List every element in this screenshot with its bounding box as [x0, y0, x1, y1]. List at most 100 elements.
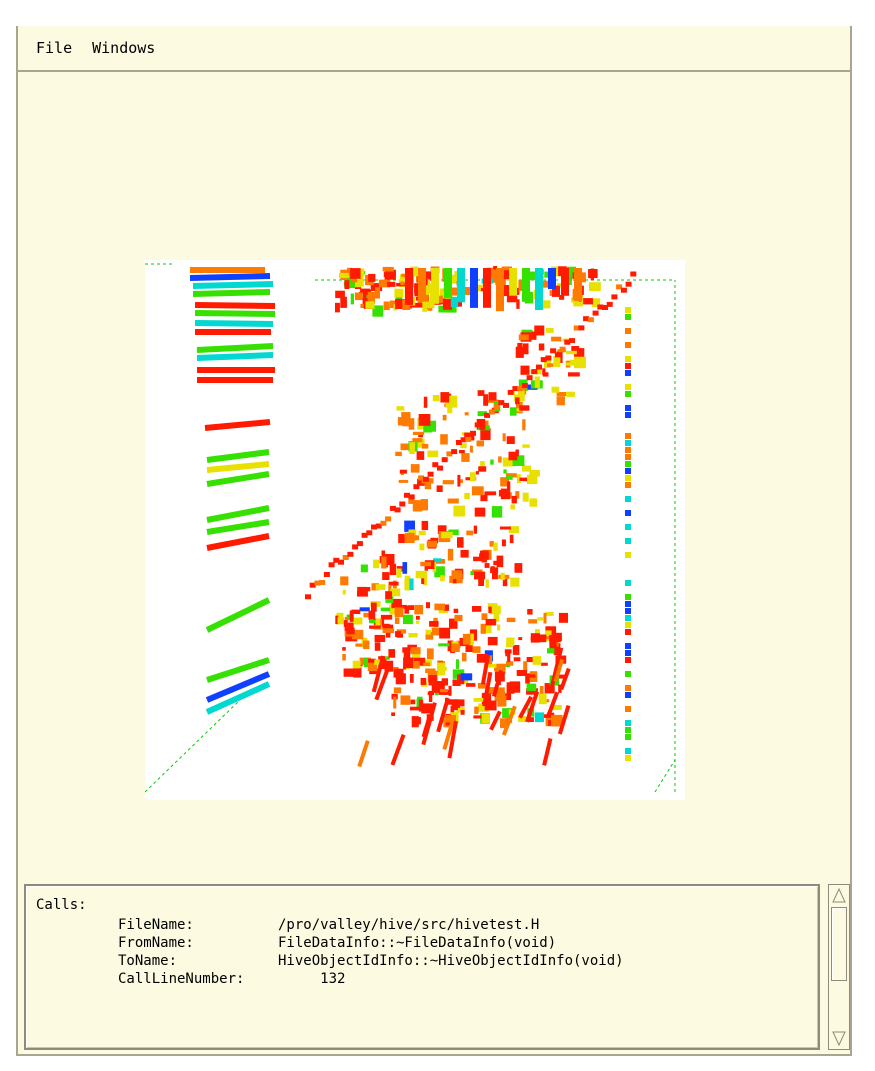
column-bar	[574, 268, 582, 301]
call-block	[506, 436, 515, 444]
call-block	[466, 683, 476, 687]
strip-block	[625, 748, 631, 754]
call-block	[464, 492, 470, 500]
call-block	[550, 714, 563, 727]
call-block	[503, 693, 512, 701]
call-block	[448, 685, 452, 696]
call-block	[415, 570, 427, 579]
call-block	[457, 537, 464, 548]
down-arrow-icon[interactable]	[831, 1029, 847, 1047]
column-bar	[431, 268, 439, 304]
call-block	[396, 406, 405, 411]
call-block	[360, 303, 365, 308]
call-block	[398, 534, 405, 544]
call-path-segment	[503, 402, 509, 408]
call-block	[396, 568, 402, 578]
call-block	[382, 628, 395, 634]
call-stroke	[559, 667, 571, 691]
call-block	[427, 691, 435, 696]
info-scrollbar[interactable]	[828, 884, 850, 1050]
call-block	[589, 282, 601, 291]
call-block	[460, 710, 465, 715]
call-block	[509, 534, 514, 544]
call-block	[500, 477, 509, 487]
call-block	[481, 557, 487, 563]
call-block	[417, 696, 423, 702]
strip-block	[625, 356, 631, 362]
up-arrow-icon[interactable]	[831, 887, 847, 905]
call-block	[433, 558, 442, 563]
info-row-filename: FileName: /pro/valley/hive/src/hivetest.…	[36, 916, 818, 934]
info-panel: Calls: FileName: /pro/valley/hive/src/hi…	[24, 884, 820, 1050]
call-block	[539, 280, 552, 288]
info-row-fromname: FromName: FileDataInfo::~FileDataInfo(vo…	[36, 934, 818, 952]
call-graph-3d-view[interactable]	[145, 260, 685, 800]
call-block	[404, 578, 410, 591]
scrollbar-thumb[interactable]	[831, 907, 847, 981]
call-path-segment	[470, 430, 476, 436]
call-block	[394, 288, 404, 298]
call-block	[442, 414, 447, 421]
call-block	[383, 301, 390, 311]
call-path-segment	[413, 484, 420, 490]
call-block	[526, 688, 538, 695]
call-block	[476, 419, 486, 430]
call-path-segment	[305, 594, 311, 600]
call-block	[464, 432, 475, 441]
call-block	[440, 689, 448, 693]
menu-file[interactable]: File	[36, 39, 73, 57]
call-block	[385, 656, 390, 660]
call-block	[481, 713, 490, 724]
call-block	[420, 561, 431, 567]
call-block	[400, 695, 411, 705]
call-block	[418, 530, 426, 536]
call-block	[537, 634, 547, 643]
call-block	[544, 357, 551, 368]
call-block	[417, 478, 425, 486]
call-block	[527, 717, 534, 722]
call-block	[487, 399, 499, 403]
call-block	[426, 540, 437, 548]
call-path-segment	[394, 507, 401, 513]
strip-block	[625, 440, 631, 446]
call-block	[495, 663, 506, 674]
call-path-segment	[479, 424, 486, 430]
call-path-segment	[554, 352, 561, 358]
call-block	[547, 363, 554, 367]
call-block	[453, 505, 465, 517]
call-block	[352, 660, 361, 669]
call-path-segment	[460, 437, 467, 443]
call-block	[526, 271, 539, 281]
guide-line	[654, 759, 676, 793]
call-path-segment	[422, 476, 429, 482]
call-block	[395, 451, 402, 457]
call-block	[473, 556, 482, 562]
call-block	[375, 584, 386, 590]
call-block	[373, 559, 380, 569]
call-block	[359, 607, 370, 612]
call-block	[551, 386, 560, 393]
strip-block	[625, 447, 631, 453]
call-block	[363, 640, 370, 649]
call-block	[493, 609, 500, 622]
call-block	[367, 291, 375, 304]
menu-windows[interactable]: Windows	[92, 39, 156, 57]
call-block	[559, 295, 565, 300]
call-block	[352, 617, 363, 625]
call-block	[480, 428, 491, 441]
strip-block	[625, 552, 631, 558]
sequence-bar	[206, 471, 270, 487]
call-stroke	[442, 721, 455, 750]
call-block	[529, 469, 540, 477]
sequence-bar	[192, 281, 274, 289]
call-block	[479, 550, 489, 560]
call-block	[402, 647, 411, 653]
call-block	[551, 632, 562, 641]
call-block	[400, 443, 409, 451]
call-block	[541, 636, 553, 639]
sequence-bar	[196, 352, 274, 361]
call-block	[570, 359, 575, 364]
call-block	[558, 612, 568, 623]
call-path-segment	[432, 462, 439, 468]
call-block	[383, 624, 394, 632]
